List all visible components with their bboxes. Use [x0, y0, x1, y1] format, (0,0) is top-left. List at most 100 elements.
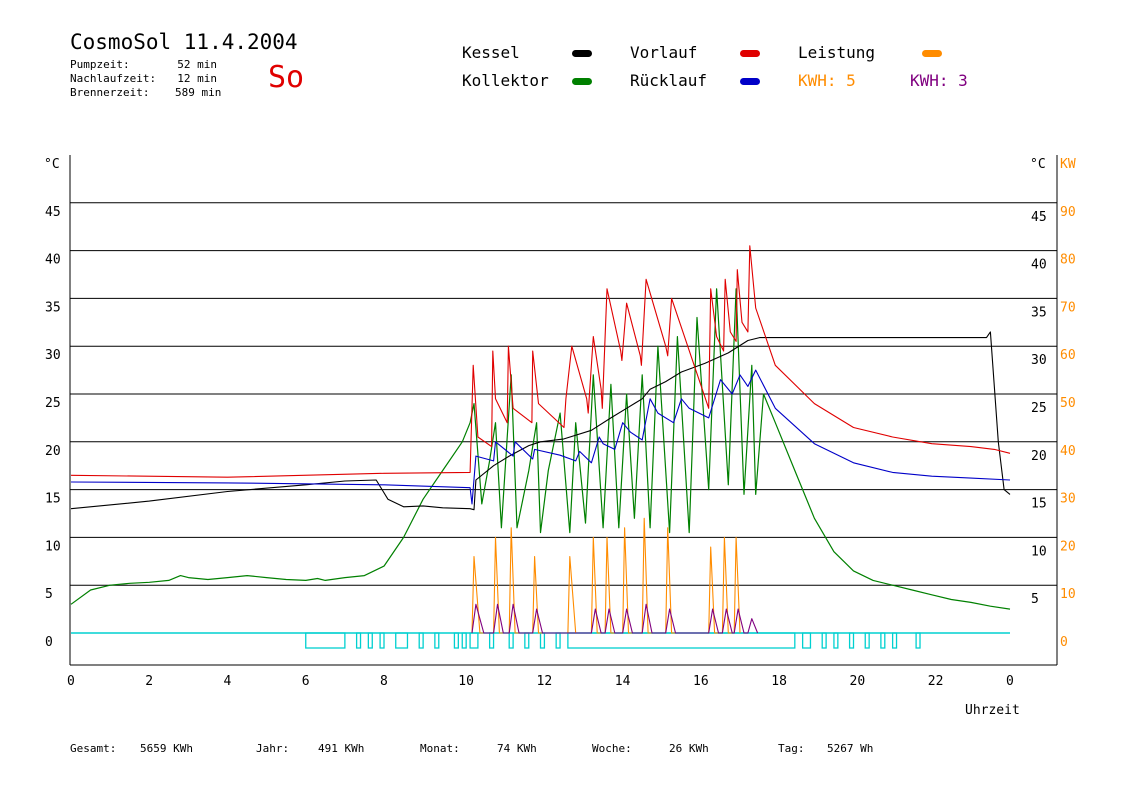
legend-kessel-label: Kessel [462, 43, 520, 62]
series-line-kwh2 [471, 603, 759, 634]
pump-interval [821, 632, 827, 649]
series-line-vorlauf [70, 245, 1011, 478]
legend-ruecklauf-label: Rücklauf [630, 71, 708, 90]
kw-tick-label: 70 [1060, 300, 1076, 315]
pump-interval [367, 632, 373, 649]
y-tick-label-right: 20 [1031, 449, 1047, 464]
y-tick-label-left: 35 [45, 300, 61, 315]
legend-kollektor-swatch [572, 78, 592, 85]
kw-tick-label: 20 [1060, 539, 1076, 554]
legend-kwh-total: KWH: 5 [798, 71, 856, 90]
kw-tick-label: 10 [1060, 587, 1076, 602]
pump-interval [524, 632, 530, 649]
stat-tag-value: 5267 Wh [827, 742, 874, 755]
kw-tick-label: 30 [1060, 492, 1076, 507]
unit-label-right: °C [1030, 157, 1046, 172]
y-tick-label-right: 40 [1031, 258, 1047, 273]
pump-interval [915, 632, 921, 649]
legend-vorlauf-swatch [740, 50, 760, 57]
series-line-kollektor [70, 288, 1011, 610]
stat-woche-value: 26 KWh [669, 742, 709, 755]
series-line-kessel [70, 331, 1011, 511]
kw-tick-label: 80 [1060, 253, 1076, 268]
pump-interval [833, 632, 839, 649]
x-tick-label: 4 [224, 674, 232, 689]
y-tick-label-right: 45 [1031, 210, 1047, 225]
pump-interval [567, 632, 796, 649]
pump-interval [305, 632, 346, 649]
stat-gesamt-value: 5659 KWh [140, 742, 193, 755]
info-label: Brennerzeit: [70, 86, 150, 99]
y-tick-label-left: 45 [45, 205, 61, 220]
x-tick-label: 8 [380, 674, 388, 689]
x-tick-label: 12 [537, 674, 553, 689]
y-tick-label-right: 15 [1031, 497, 1047, 512]
kw-tick-label: 0 [1060, 635, 1068, 650]
y-tick-label-left: 20 [45, 444, 61, 459]
info-brennerzeit: Brennerzeit: 589 min [70, 86, 221, 99]
pump-interval [418, 632, 424, 649]
x-tick-label: 0 [1006, 674, 1014, 689]
y-tick-label-right: 25 [1031, 401, 1047, 416]
y-tick-label-right: 35 [1031, 305, 1047, 320]
y-tick-label-right: 30 [1031, 353, 1047, 368]
info-label: Pumpzeit: [70, 58, 130, 71]
stat-monat-value: 74 KWh [497, 742, 537, 755]
pump-interval [395, 632, 409, 649]
legend-ruecklauf-swatch [740, 78, 760, 85]
pump-interval [891, 632, 898, 649]
x-tick-label: 2 [145, 674, 153, 689]
y-tick-label-left: 40 [45, 253, 61, 268]
pump-interval [880, 632, 886, 649]
kw-tick-label: 50 [1060, 396, 1076, 411]
legend-leistung-label: Leistung [798, 43, 876, 62]
y-tick-label-left: 0 [45, 635, 53, 650]
y-tick-label-left: 5 [45, 587, 53, 602]
y-tick-label-right: 10 [1031, 544, 1047, 559]
stat-jahr-label: Jahr: [256, 742, 290, 755]
legend-kollektor-label: Kollektor [462, 71, 549, 90]
stat-tag-label: Tag: [778, 742, 805, 755]
pump-interval [355, 632, 362, 649]
pump-interval [379, 632, 385, 649]
x-tick-label: 22 [928, 674, 944, 689]
legend-vorlauf-label: Vorlauf [630, 43, 698, 62]
stat-jahr-value: 491 KWh [318, 742, 365, 755]
x-tick-label: 14 [615, 674, 631, 689]
y-tick-label-left: 10 [45, 539, 61, 554]
pump-interval [801, 632, 812, 649]
legend-kwh-secondary: KWH: 3 [910, 71, 968, 90]
x-tick-label: 20 [850, 674, 866, 689]
x-tick-label: 6 [302, 674, 310, 689]
pump-interval [434, 632, 440, 649]
kw-tick-label: 60 [1060, 348, 1076, 363]
x-tick-label: 18 [771, 674, 787, 689]
unit-label-left: °C [44, 157, 60, 172]
pump-interval [848, 632, 855, 649]
pump-interval [864, 632, 870, 649]
kw-tick-label: 40 [1060, 444, 1076, 459]
temperature-chart: 0510152025303540455101520253035404501020… [44, 155, 1076, 718]
page-title: CosmoSol 11.4.2004 [70, 30, 298, 54]
legend-leistung-swatch [922, 50, 942, 57]
y-tick-label-left: 15 [45, 492, 61, 507]
info-nachlaufzeit: Nachlaufzeit: 12 min [70, 72, 217, 85]
pump-interval [461, 632, 467, 649]
series-line-ruecklauf [70, 369, 1011, 505]
info-value: 589 min [175, 86, 222, 99]
info-pumpzeit: Pumpzeit: 52 min [70, 58, 217, 71]
pump-interval [508, 632, 514, 649]
stat-woche-label: Woche: [592, 742, 632, 755]
x-tick-label: 0 [67, 674, 75, 689]
legend-kessel-swatch [572, 50, 592, 57]
pump-interval [555, 632, 561, 649]
stat-monat-label: Monat: [420, 742, 460, 755]
unit-label-kw: KW [1060, 157, 1076, 172]
pump-interval [469, 632, 479, 649]
kw-tick-label: 90 [1060, 205, 1076, 220]
x-axis-label: Uhrzeit [965, 703, 1020, 718]
x-tick-label: 10 [458, 674, 474, 689]
info-value: 52 min [177, 58, 217, 71]
pump-interval [539, 632, 546, 649]
y-tick-label-right: 5 [1031, 592, 1039, 607]
